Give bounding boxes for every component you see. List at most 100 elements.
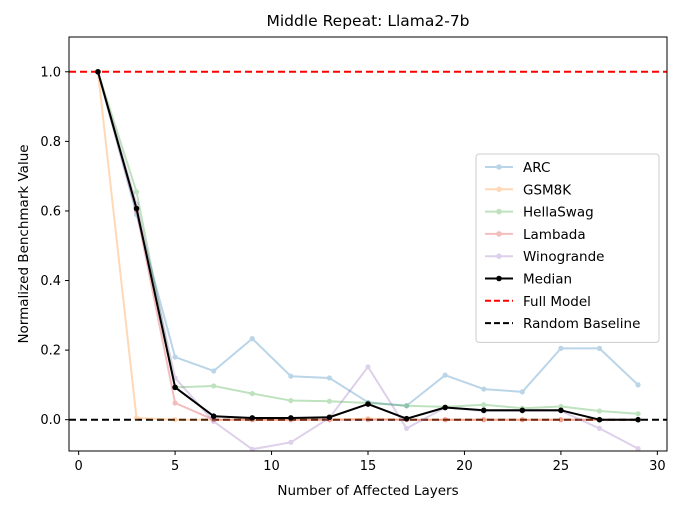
data-point-gsm8k (442, 417, 448, 423)
x-tick-label: 10 (263, 459, 280, 474)
data-point-lambada (481, 417, 487, 423)
chart-title: Middle Repeat: Llama2-7b (266, 12, 469, 30)
legend-label-arc: ARC (523, 160, 550, 176)
data-point-arc (519, 389, 525, 395)
series-group (95, 68, 641, 451)
legend-marker-median (496, 275, 502, 282)
legend-label-full-model: Full Model (523, 294, 591, 310)
data-point-hellaswag (249, 390, 255, 397)
data-point-arc (172, 354, 178, 360)
series-line-gsm8k (96, 71, 639, 421)
data-point-winogrande (365, 364, 371, 370)
data-point-winogrande (288, 439, 294, 445)
data-point-median (442, 404, 448, 411)
data-point-arc (249, 336, 255, 342)
data-point-arc (211, 368, 217, 374)
data-point-hellaswag (211, 383, 217, 389)
data-point-winogrande (403, 425, 410, 431)
y-tick-label: 0.4 (40, 274, 61, 289)
legend-item-winogrande (485, 253, 513, 259)
legend-label-random-baseline: Random Baseline (523, 316, 640, 332)
data-point-gsm8k (365, 416, 371, 422)
data-point-lambada (172, 400, 178, 406)
data-point-median (635, 416, 641, 423)
data-point-gsm8k (481, 417, 487, 423)
data-point-hellaswag (635, 411, 641, 417)
legend: ARC GSM8K HellaSwag Lambada Winogrande Median… (475, 153, 660, 343)
data-point-median (249, 415, 256, 421)
data-point-gsm8k (133, 415, 140, 421)
y-tick-label: 0.6 (40, 204, 61, 219)
data-point-hellaswag (596, 408, 603, 414)
x-tick-label: 5 (171, 459, 179, 474)
data-point-arc (442, 372, 448, 378)
legend-box (475, 153, 660, 343)
legend-item-hellaswag (485, 208, 513, 215)
data-point-gsm8k (558, 417, 564, 423)
y-axis-label: Normalized Benchmark Value (16, 144, 32, 343)
legend-marker-lambada (496, 231, 502, 237)
data-point-lambada (442, 417, 448, 423)
data-point-arc (558, 345, 564, 351)
data-point-gsm8k (519, 417, 525, 423)
legend-marker-arc (496, 164, 502, 170)
legend-label-lambada: Lambada (523, 227, 586, 243)
data-point-median (133, 205, 140, 212)
y-tick-label: 0.8 (40, 135, 61, 150)
data-point-arc (596, 345, 603, 351)
data-point-median (172, 384, 178, 391)
data-point-lambada (558, 417, 564, 423)
data-point-arc (326, 375, 333, 381)
data-point-arc (481, 386, 487, 392)
reference-lines (69, 70, 667, 421)
data-point-hellaswag (326, 398, 333, 404)
series-line-lambada (96, 71, 639, 421)
data-point-median (326, 414, 333, 421)
legend-marker-gsm8k (496, 186, 502, 193)
y-tick-label: 1.0 (40, 65, 61, 80)
x-tick-label: 15 (360, 459, 377, 474)
data-point-hellaswag (481, 402, 487, 408)
legend-item-arc (485, 164, 513, 170)
legend-label-median: Median (523, 272, 572, 288)
data-point-median (95, 68, 101, 75)
series-median (95, 68, 641, 423)
legend-label-winogrande: Winogrande (523, 249, 604, 265)
data-point-winogrande (249, 446, 255, 451)
data-point-arc (288, 373, 294, 379)
data-point-arc (635, 382, 641, 388)
legend-marker-winogrande (496, 253, 502, 259)
legend-item-gsm8k (485, 186, 513, 193)
x-tick-label: 0 (75, 459, 83, 474)
x-tick-label: 25 (553, 459, 570, 474)
data-point-winogrande (596, 425, 603, 431)
data-point-median (365, 401, 371, 407)
data-point-hellaswag (403, 403, 410, 409)
legend-item-lambada (485, 231, 513, 237)
y-tick-label: 0.0 (40, 413, 61, 428)
data-point-median (210, 413, 217, 420)
data-point-median (519, 407, 526, 414)
legend-label-gsm8k: GSM8K (523, 182, 572, 198)
data-point-winogrande (635, 445, 641, 451)
data-point-arc (403, 403, 410, 409)
data-point-median (288, 415, 294, 421)
data-point-median (558, 407, 564, 414)
legend-marker-hellaswag (496, 208, 502, 215)
y-tick-label: 0.2 (40, 344, 61, 359)
data-point-winogrande (211, 418, 217, 425)
data-point-hellaswag (288, 397, 294, 404)
x-tick-label: 30 (649, 459, 666, 474)
x-axis-label: Number of Affected Layers (277, 483, 458, 499)
data-point-median (480, 407, 487, 414)
data-point-gsm8k (172, 417, 178, 423)
data-point-lambada (519, 417, 525, 423)
legend-label-hellaswag: HellaSwag (523, 205, 594, 221)
data-point-hellaswag (558, 403, 564, 410)
x-tick-label: 20 (456, 459, 473, 474)
data-point-median (596, 416, 603, 423)
data-point-hellaswag (133, 189, 140, 195)
data-point-median (403, 415, 410, 422)
